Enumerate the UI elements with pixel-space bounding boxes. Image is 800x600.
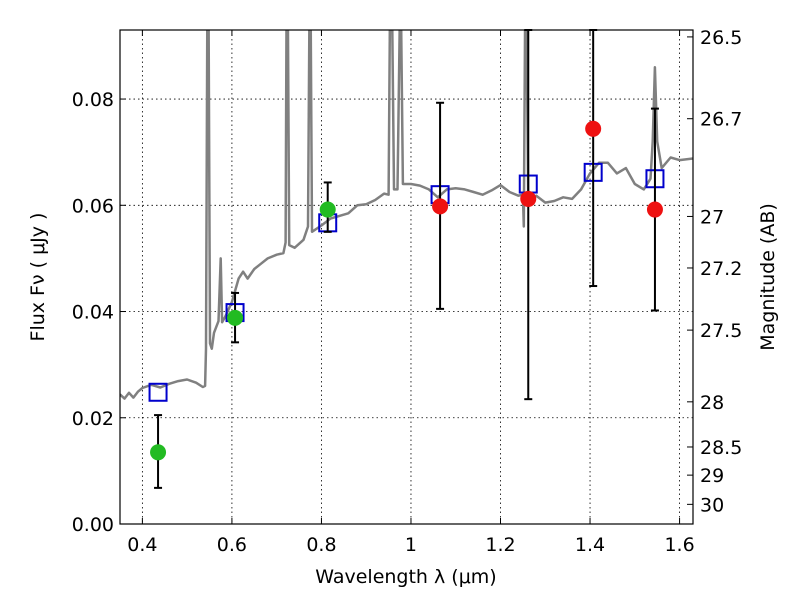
right-tick-label: 30 bbox=[700, 494, 724, 516]
x-tick-label: 0.4 bbox=[127, 534, 157, 556]
x-tick-label: 1.2 bbox=[485, 534, 515, 556]
data-layer bbox=[120, 30, 693, 400]
x-tick-label: 0.6 bbox=[217, 534, 247, 556]
x-axis-label: Wavelength λ (μm) bbox=[315, 566, 496, 588]
y-tick-label: 0.02 bbox=[72, 408, 114, 430]
photometry-point bbox=[520, 190, 537, 207]
y-tick-label: 0.08 bbox=[72, 89, 114, 111]
right-tick-label: 29 bbox=[700, 465, 724, 487]
right-tick-label: 28.5 bbox=[700, 437, 742, 459]
photometry-point bbox=[150, 444, 167, 461]
x-tick-label: 1 bbox=[405, 534, 417, 556]
y-tick-label: 0.06 bbox=[72, 195, 114, 217]
photometry-point bbox=[319, 201, 336, 218]
spectrum-line bbox=[120, 30, 693, 400]
photometry-point bbox=[227, 309, 244, 326]
y-tick-label: 0.04 bbox=[72, 302, 114, 324]
y-tick-label: 0.00 bbox=[72, 514, 114, 536]
right-tick-label: 26.5 bbox=[700, 27, 742, 49]
x-tick-label: 0.8 bbox=[306, 534, 336, 556]
photometry-point bbox=[646, 201, 663, 218]
photometry-point bbox=[432, 198, 449, 215]
grid-lines bbox=[120, 30, 693, 525]
right-tick-label: 27.5 bbox=[700, 320, 742, 342]
right-tick-label: 27.2 bbox=[700, 258, 742, 280]
y-axis-label: Flux Fν ( μJy ) bbox=[27, 213, 49, 342]
axis-ticks: 0.4 0.6 0.8 1 1.2 1.4 1.6 0.00 0.02 0.04 0.06 0.08 2… bbox=[72, 27, 743, 556]
x-tick-label: 1.4 bbox=[575, 534, 605, 556]
model-square-marker bbox=[148, 382, 168, 402]
plot-frame bbox=[119, 29, 694, 525]
right-tick-label: 28 bbox=[700, 392, 724, 414]
right-tick-label: 26.7 bbox=[700, 109, 742, 131]
marker-layer bbox=[148, 29, 665, 489]
x-tick-label: 1.6 bbox=[664, 534, 694, 556]
photometry-point bbox=[585, 120, 602, 137]
right-axis-label: Magnitude (AB) bbox=[757, 203, 779, 351]
right-tick-label: 27 bbox=[700, 206, 724, 228]
